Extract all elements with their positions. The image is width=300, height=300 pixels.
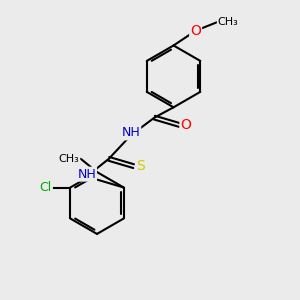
Text: NH: NH xyxy=(77,168,96,181)
Text: NH: NH xyxy=(122,126,140,140)
Text: CH₃: CH₃ xyxy=(58,154,79,164)
Text: S: S xyxy=(136,159,145,173)
Text: O: O xyxy=(190,24,201,38)
Text: Cl: Cl xyxy=(40,181,52,194)
Text: O: O xyxy=(181,118,191,132)
Text: CH₃: CH₃ xyxy=(218,17,238,27)
